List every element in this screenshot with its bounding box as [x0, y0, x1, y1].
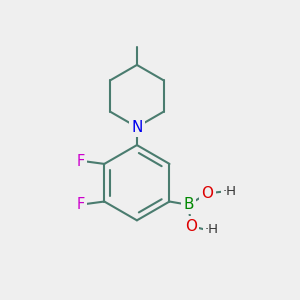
- Text: ·H: ·H: [222, 185, 236, 198]
- Text: B: B: [183, 197, 194, 212]
- Text: O: O: [185, 219, 197, 234]
- Text: ·H: ·H: [204, 223, 218, 236]
- Text: F: F: [77, 154, 85, 169]
- Text: N: N: [131, 120, 142, 135]
- Text: F: F: [77, 196, 85, 211]
- Text: O: O: [201, 186, 213, 201]
